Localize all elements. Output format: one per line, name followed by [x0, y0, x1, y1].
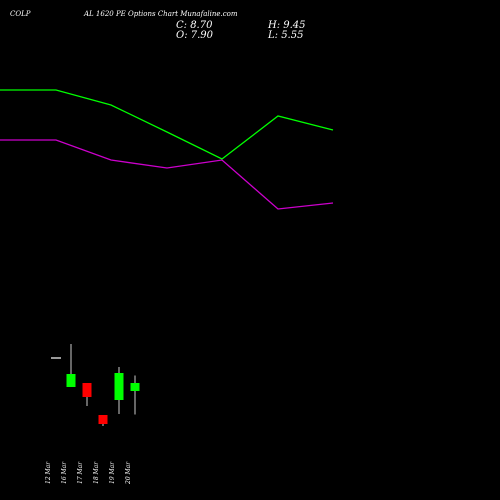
close-value: C: 8.70 [176, 20, 213, 31]
x-tick-label: 19 Mar [109, 461, 116, 484]
lower-band-line [0, 139, 334, 210]
open-value: O: 7.90 [176, 30, 214, 41]
candle [114, 367, 124, 414]
chart-symbol: COLP [10, 10, 31, 18]
candle-body [82, 383, 92, 397]
candle [82, 383, 92, 406]
x-tick-label: 12 Mar [45, 461, 52, 484]
candle-body [130, 383, 140, 391]
chart-title: AL 1620 PE Options Chart Munafaline.com [84, 10, 238, 18]
candles-group [51, 344, 140, 426]
upper-band-line [0, 89, 334, 160]
candle [130, 375, 140, 415]
x-tick-label: 16 Mar [61, 461, 68, 484]
x-tick-label: 18 Mar [93, 461, 100, 484]
candle-body [66, 374, 76, 387]
x-axis-labels: 12 Mar 16 Mar 17 Mar 18 Mar 19 Mar 20 Mar [45, 461, 132, 485]
x-tick-label: 20 Mar [125, 461, 132, 485]
candle [66, 344, 76, 387]
low-value: L: 5.55 [268, 30, 304, 41]
high-value: H: 9.45 [268, 20, 306, 31]
candle-body [98, 415, 108, 424]
candle [98, 415, 108, 426]
candle-body [114, 373, 124, 400]
x-tick-label: 17 Mar [77, 461, 84, 484]
